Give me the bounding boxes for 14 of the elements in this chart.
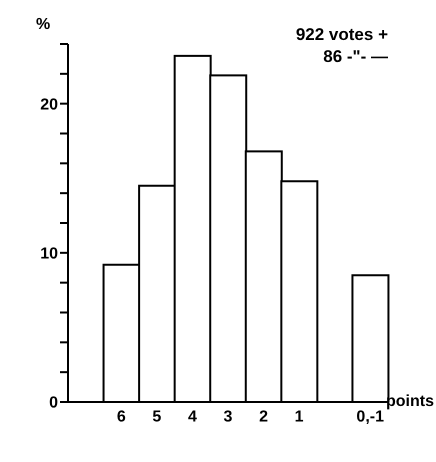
y-tick-label: 0	[49, 394, 58, 412]
x-tick-label: 4	[188, 408, 197, 426]
x-tick-label: 1	[294, 408, 304, 426]
y-tick-label: 20	[40, 96, 58, 114]
x-tick-label: 2	[259, 408, 268, 426]
x-tick-label: 6	[116, 408, 126, 426]
x-tick-label: 0,-1	[356, 408, 384, 426]
y-axis-title: %	[36, 16, 50, 34]
x-tick-label: 3	[224, 408, 233, 426]
y-tick-label: 10	[40, 246, 58, 263]
annotation: 922 votes +	[296, 24, 388, 46]
x-axis-title: points	[386, 393, 434, 411]
x-tick-label: 5	[152, 408, 162, 426]
annotation: 86 -"- —	[322, 46, 388, 68]
